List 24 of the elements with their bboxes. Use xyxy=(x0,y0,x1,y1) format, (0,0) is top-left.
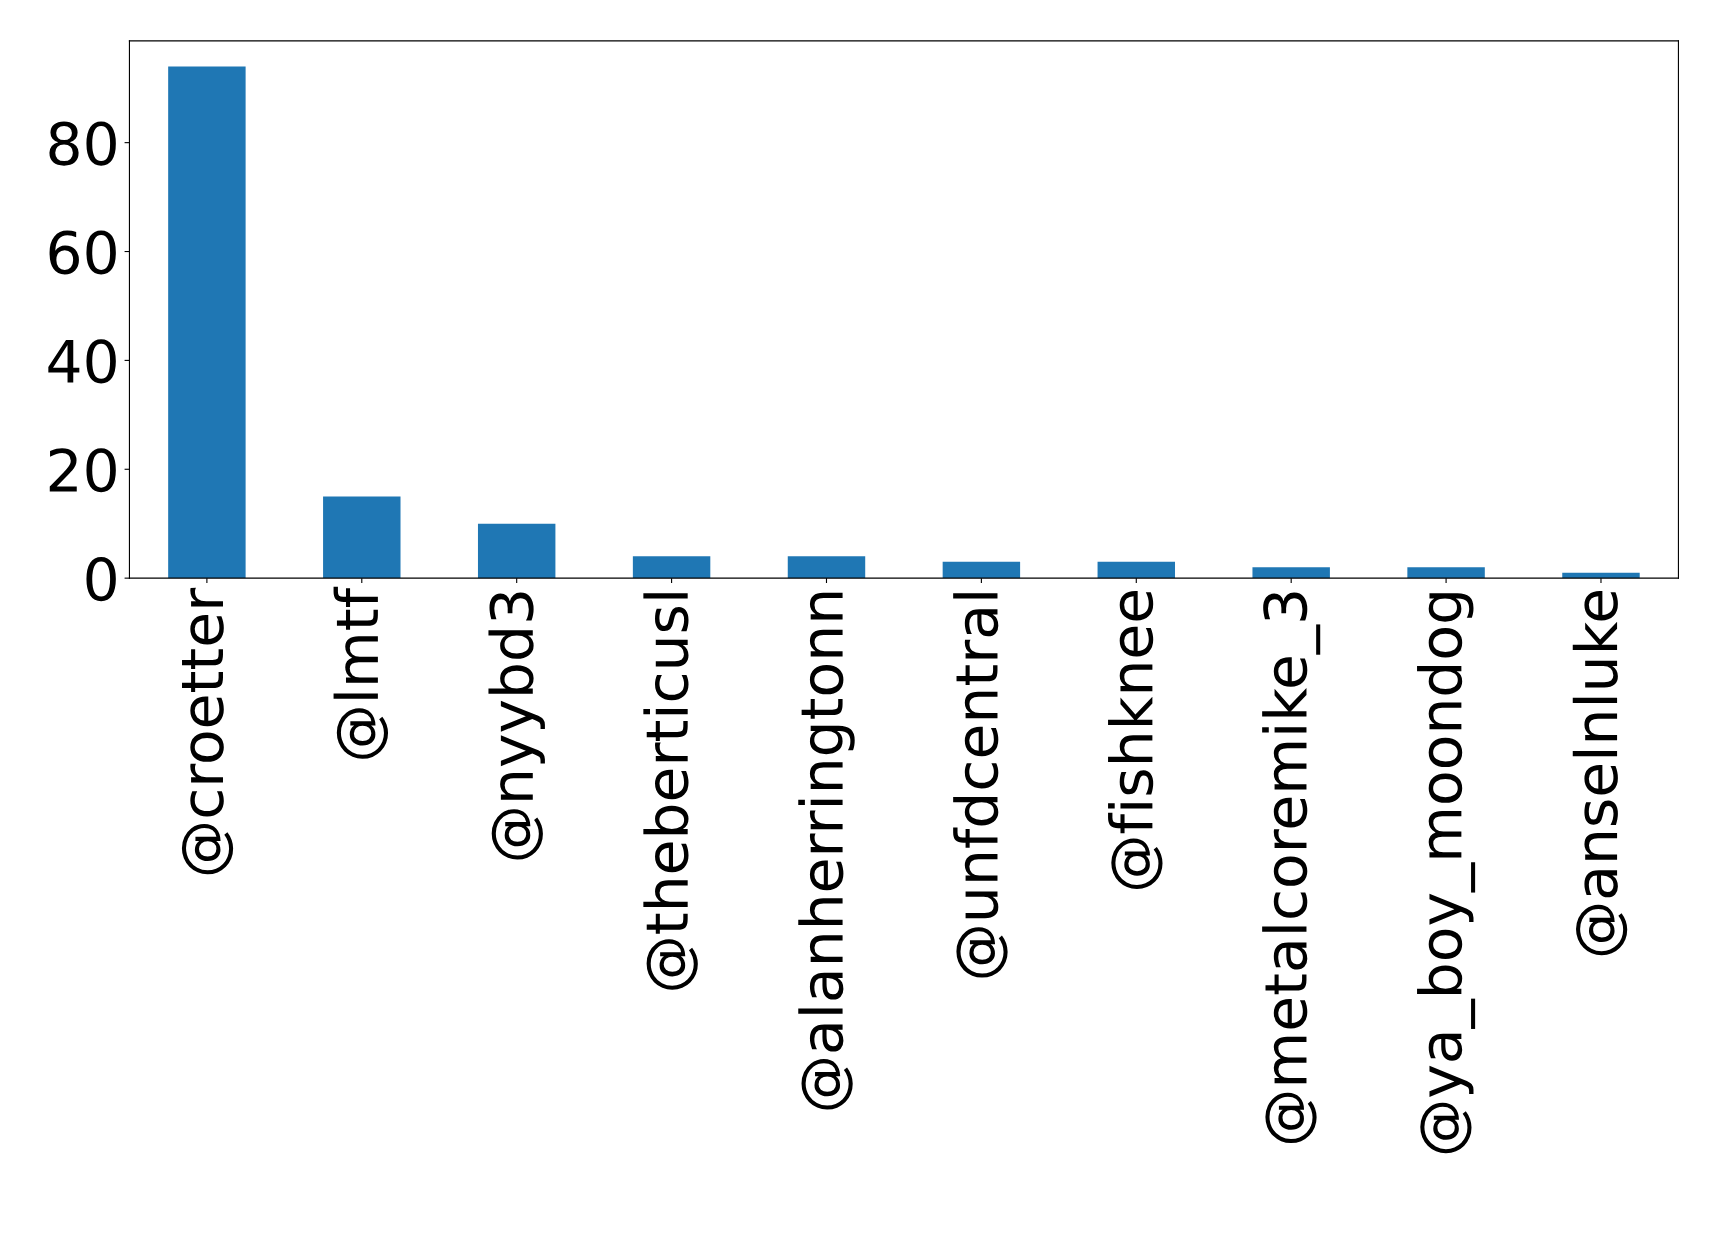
bar xyxy=(632,556,711,579)
x-tick-label: @theberticusl xyxy=(643,593,698,990)
x-tick-label: @anselnluke xyxy=(1572,590,1628,956)
y-tick-label: 60 xyxy=(49,230,116,275)
bar xyxy=(1097,561,1176,579)
bar xyxy=(168,66,246,579)
x-tick-label: @lmtf xyxy=(333,586,389,759)
bar xyxy=(477,523,556,579)
y-tick-label: 20 xyxy=(49,448,116,493)
bar xyxy=(787,556,866,579)
y-tick-label: 0 xyxy=(86,557,116,602)
x-tick-label: @unfdcentral xyxy=(953,593,1008,978)
bar xyxy=(1252,567,1330,579)
x-tick-label: @fishknee xyxy=(1108,590,1163,889)
bar xyxy=(323,496,401,579)
x-tick-label: @ya_boy_moondog xyxy=(1417,593,1476,1154)
x-tick-label: @metalcoremike_3 xyxy=(1262,592,1321,1144)
x-tick-label: @croetter xyxy=(181,587,234,875)
bar xyxy=(1407,567,1485,579)
y-tick-label: 40 xyxy=(48,339,116,384)
x-tick-label: @nyybd3 xyxy=(488,592,545,860)
x-tick-label: @alanherringtonn xyxy=(798,592,855,1110)
bar xyxy=(942,561,1021,579)
y-tick-label: 80 xyxy=(49,121,116,166)
